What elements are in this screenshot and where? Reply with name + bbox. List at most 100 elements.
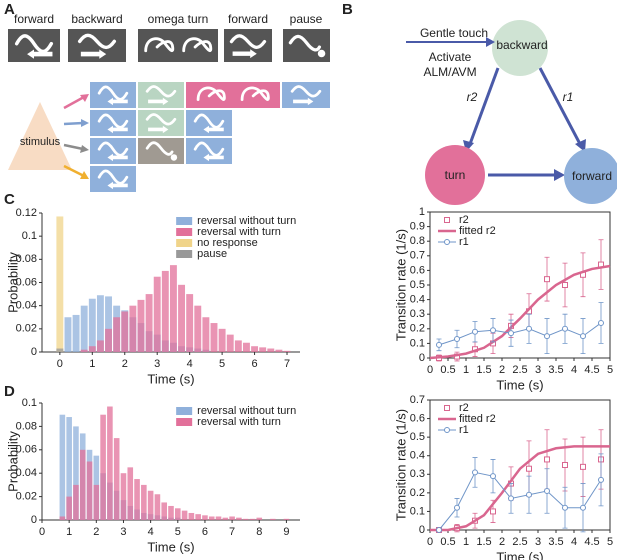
legend-marker xyxy=(444,427,450,433)
x-tick-label: 6 xyxy=(202,526,208,538)
histogram-bar xyxy=(59,516,66,520)
y-tick-label: 0.8 xyxy=(410,235,425,247)
histogram-bar xyxy=(105,296,112,352)
chart: 0 0.1 0.2 0.3 0.4 0.5 0.6 0.7 0 0.5 1 1.5 2 2.5 3 3.5 4 4… xyxy=(393,394,613,560)
y-axis-label: Transition rate (1/s) xyxy=(393,409,408,521)
x-tick-label: 7 xyxy=(229,526,235,538)
input-label: ALM/AVM xyxy=(423,65,476,79)
histogram-bar xyxy=(270,518,276,520)
y-tick-label: 0.1 xyxy=(410,337,425,349)
legend-swatch xyxy=(176,239,193,247)
histogram-bar xyxy=(141,484,147,520)
x-tick-label: 1 xyxy=(66,526,72,538)
header: forward xyxy=(14,12,54,26)
sequence-grid xyxy=(90,82,330,192)
icon-box xyxy=(283,29,330,62)
histogram-bar xyxy=(275,349,283,352)
x-tick-label: 1.5 xyxy=(476,536,491,548)
histogram-bar xyxy=(169,265,177,352)
x-tick-label: 2.5 xyxy=(512,536,527,548)
legend-swatch xyxy=(176,407,193,415)
histogram-bar xyxy=(93,484,100,520)
marker xyxy=(490,327,496,334)
histogram-bar xyxy=(96,295,104,352)
x-tick-label: 0 xyxy=(427,536,433,548)
histogram-bar xyxy=(210,323,218,352)
histogram-bar xyxy=(56,348,64,352)
y-tick-label: 0.7 xyxy=(410,394,425,406)
histogram-bar xyxy=(105,328,112,352)
chart: 0 0.02 0.04 0.06 0.08 0.1 0 1 2 3 4 5 6 7 8 9 Time (s) Pr… xyxy=(5,397,300,554)
chart: 0 0.02 0.04 0.06 0.08 0.1 0.12 0 1 2 3 4 5 6 7 Time (s)… xyxy=(5,207,300,386)
node-label: forward xyxy=(572,169,612,183)
x-tick-label: 6 xyxy=(252,358,258,370)
histogram-bar xyxy=(242,518,249,520)
y-tick-label: 0.3 xyxy=(410,468,425,480)
x-tick-label: 8 xyxy=(256,526,262,538)
histogram-bar xyxy=(236,517,242,520)
histogram-bar xyxy=(249,518,256,520)
histogram-bar xyxy=(222,517,229,520)
chart: 0 0.1 0.2 0.3 0.4 0.5 0.6 0.7 0.8 0.9 1 0 0.5 1 1.5 2 2.… xyxy=(393,206,613,393)
x-tick-label: 4 xyxy=(571,536,577,548)
histogram-bar xyxy=(137,299,145,352)
histogram-bar xyxy=(226,334,234,352)
x-tick-label: 9 xyxy=(283,526,289,538)
x-tick-label: 0 xyxy=(427,364,433,376)
x-tick-label: 4 xyxy=(571,364,577,376)
panel-label: A xyxy=(4,1,15,18)
y-tick-label: 0.1 xyxy=(22,230,37,242)
marker xyxy=(454,504,460,511)
y-tick-label: 0.5 xyxy=(410,279,425,291)
behavior-headers: forward backward omega turn forward paus… xyxy=(8,12,330,62)
histogram-bar xyxy=(283,518,290,520)
histogram-bar xyxy=(215,516,222,520)
node-label: backward xyxy=(496,38,547,52)
series-line xyxy=(438,322,602,346)
histogram-bar xyxy=(66,417,72,520)
legend-marker xyxy=(444,239,450,245)
marker xyxy=(508,495,514,502)
marker xyxy=(526,491,532,498)
x-tick-label: 4 xyxy=(148,526,154,538)
histogram-bar xyxy=(72,314,80,352)
histogram-bar xyxy=(202,317,210,352)
histogram-bar xyxy=(202,515,208,520)
legend-label: r2 xyxy=(459,214,469,226)
legend-label: reversal without turn xyxy=(197,405,296,417)
histogram-bar xyxy=(121,311,129,352)
y-axis-label: Probability xyxy=(5,431,20,492)
y-tick-label: 0.04 xyxy=(16,300,37,312)
y-tick-label: 0 xyxy=(31,346,37,358)
edge-label: r2 xyxy=(467,90,478,104)
x-tick-label: 1.5 xyxy=(476,364,491,376)
legend-swatch xyxy=(176,250,193,258)
panel-label: B xyxy=(342,1,353,18)
x-tick-label: 7 xyxy=(284,358,290,370)
histogram-bar xyxy=(80,305,88,352)
marker xyxy=(598,476,604,483)
header: forward xyxy=(228,12,268,26)
x-tick-label: 3 xyxy=(154,358,160,370)
y-tick-label: 0 xyxy=(419,524,425,536)
histogram-bar xyxy=(153,276,161,352)
histogram-bar xyxy=(242,342,250,352)
y-tick-label: 0.4 xyxy=(410,450,425,462)
histogram-bar xyxy=(195,514,201,520)
histogram-bar xyxy=(194,305,202,352)
x-tick-label: 3 xyxy=(535,536,541,548)
x-tick-label: 1 xyxy=(463,364,469,376)
marker xyxy=(472,469,478,476)
histogram-bar xyxy=(107,406,113,520)
stimulus-label: stimulus xyxy=(20,136,61,148)
x-tick-label: 1 xyxy=(463,536,469,548)
legend-label: reversal with turn xyxy=(197,226,281,238)
x-tick-label: 3 xyxy=(120,526,126,538)
histogram-bar xyxy=(56,216,64,352)
x-tick-label: 5 xyxy=(607,536,613,548)
histogram-bar xyxy=(88,298,96,352)
marker xyxy=(526,465,532,472)
histogram-bar xyxy=(161,502,168,520)
legend-swatch xyxy=(176,418,193,426)
panel-label: D xyxy=(4,383,15,400)
